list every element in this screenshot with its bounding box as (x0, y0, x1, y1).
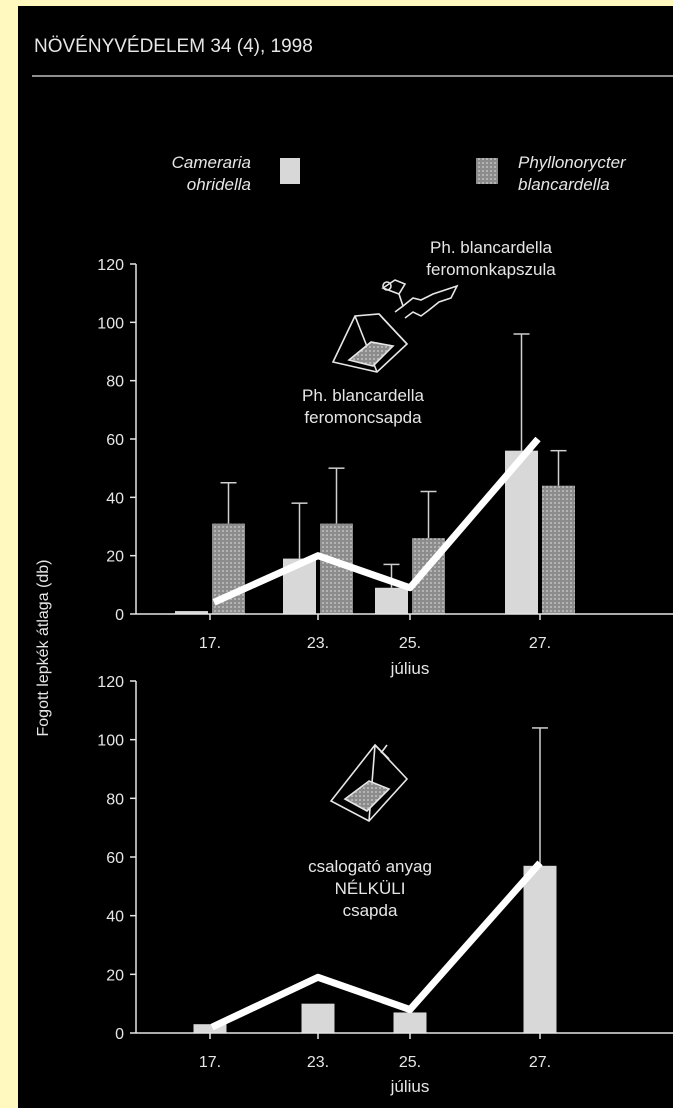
y-tick-label: 120 (97, 257, 124, 274)
trend-line (210, 860, 543, 1031)
trap-icon-bottom (329, 743, 409, 822)
y-tick-label: 20 (106, 549, 124, 566)
trap-label-2: feromoncsapda (304, 408, 422, 427)
trap-label-1: Ph. blancardella (302, 386, 424, 405)
bottom-label-1: csalogató anyag (308, 857, 432, 876)
y-tick-label: 60 (106, 850, 124, 867)
bar-phyllonorycter (542, 485, 575, 614)
trend-line (212, 436, 541, 606)
legend-phyllo-label-1: Phyllonorycter (518, 153, 627, 172)
legend-phyllo-label-2: blancardella (518, 175, 610, 194)
bar-cameraria (523, 865, 557, 1033)
x-tick-label: 23. (307, 1054, 329, 1071)
legend-camera-label-2: ohridella (187, 175, 251, 194)
y-axis-title: Fogott lepkék átlaga (db) (35, 560, 52, 737)
x-tick-label: 17. (199, 1054, 221, 1071)
journal-header: NÖVÉNYVÉDELEM 34 (4), 1998 (34, 36, 313, 57)
y-tick-label: 40 (106, 909, 124, 926)
figure-page: NÖVÉNYVÉDELEM 34 (4), 1998 Cameraria ohr… (18, 6, 673, 1108)
legend: Cameraria ohridella Phyllonorycter blanc… (172, 153, 627, 194)
y-tick-label: 100 (97, 315, 124, 332)
figure-svg: NÖVÉNYVÉDELEM 34 (4), 1998 Cameraria ohr… (18, 6, 673, 1096)
y-tick-label: 80 (106, 791, 124, 808)
bar-cameraria (193, 1024, 227, 1033)
y-tick-label: 0 (115, 607, 124, 624)
bar-cameraria (375, 587, 408, 614)
chart-bottom: 0 20 40 60 80 100 120 17. 23. 25. 27. július (97, 674, 673, 1096)
legend-phyllo-swatch (476, 158, 498, 184)
y-tick-label: 20 (106, 967, 124, 984)
y-tick-label: 100 (97, 733, 124, 750)
x-tick-label: 27. (529, 635, 551, 652)
y-tick-label: 120 (97, 674, 124, 691)
trap-icon (331, 313, 409, 373)
legend-camera-swatch (280, 158, 300, 184)
x-tick-label: 17. (199, 635, 221, 652)
chart-top: 0 20 40 60 80 100 120 17. 23. 25. 27. július (97, 257, 673, 678)
capsule-label-2: feromonkapszula (426, 260, 556, 279)
bottom-label-3: csapda (343, 901, 398, 920)
y-tick-label: 60 (106, 432, 124, 449)
legend-camera-label-1: Cameraria (172, 153, 251, 172)
bar-cameraria (505, 450, 538, 614)
y-tick-label: 40 (106, 490, 124, 507)
x-tick-label: 23. (307, 635, 329, 652)
y-tick-label: 0 (115, 1026, 124, 1043)
bar-cameraria (175, 611, 208, 614)
y-tick-label: 80 (106, 374, 124, 391)
bottom-label-2: NÉLKÜLI (335, 879, 406, 898)
x-tick-label: 27. (529, 1054, 551, 1071)
x-tick-label: 25. (399, 635, 421, 652)
bar-cameraria (393, 1012, 427, 1033)
x-axis-title-bottom: július (390, 1077, 430, 1096)
capsule-icon (381, 279, 459, 319)
x-axis-title-top: július (390, 659, 430, 678)
x-tick-label: 25. (399, 1054, 421, 1071)
capsule-label-1: Ph. blancardella (430, 238, 552, 257)
header-band (18, 6, 673, 72)
bar-cameraria (301, 1003, 335, 1033)
